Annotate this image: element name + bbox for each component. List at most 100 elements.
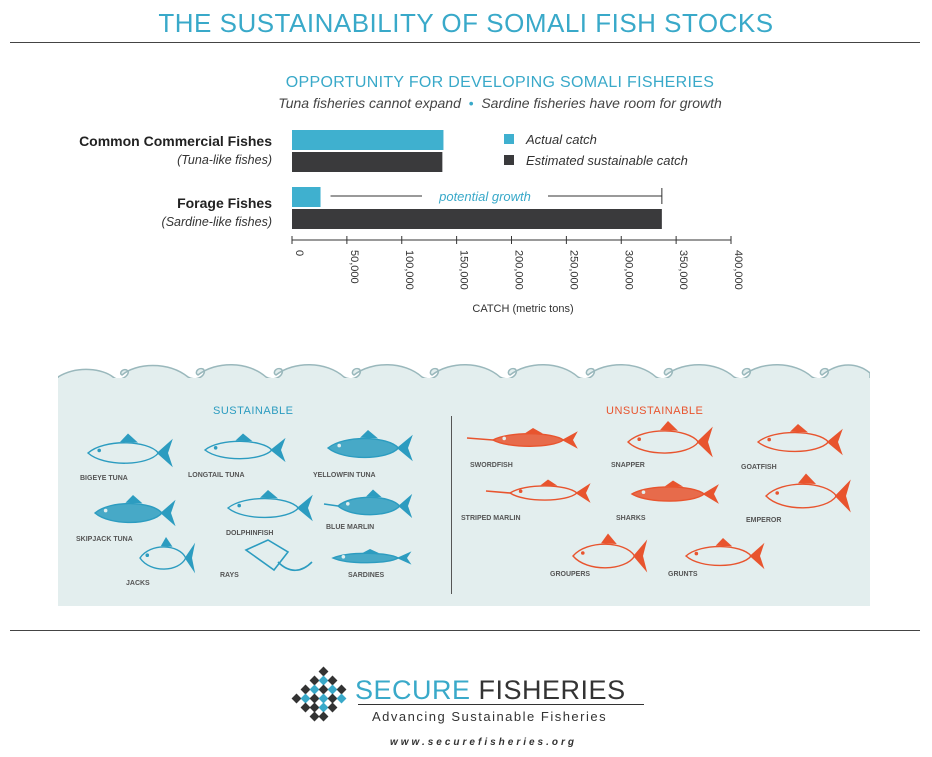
sustainable-heading: SUSTAINABLE <box>213 405 294 417</box>
emperor-icon <box>765 473 851 513</box>
fish-label-swordfish: SWORDFISH <box>470 462 513 469</box>
fish-label-jacks: JACKS <box>126 580 150 587</box>
snapper-icon <box>626 421 713 458</box>
logo-diamond-18 <box>327 702 338 713</box>
tagline-right: Sardine fisheries have room for growth <box>481 95 722 111</box>
bar-actual-0 <box>292 130 444 150</box>
x-tick-label-3: 150,000 <box>458 250 470 290</box>
sardines-icon <box>331 549 412 565</box>
fish-label-skipjack-tuna: SKIPJACK TUNA <box>76 536 133 543</box>
tagline-bullet-icon: • <box>464 95 478 111</box>
longtail-tuna-icon <box>203 433 286 463</box>
yellowfin-tuna-icon <box>326 430 413 462</box>
x-tick-label-8: 400,000 <box>732 250 744 290</box>
fish-label-groupers: GROUPERS <box>550 571 591 578</box>
goatfish-icon <box>756 424 843 456</box>
striped-marlin-icon <box>485 479 591 503</box>
catch-chart: 0 50,000 100,000 150,000 200,000 250,000 300,0… <box>291 130 744 315</box>
logo-diamond-6 <box>318 684 329 695</box>
x-tick-label-2: 100,000 <box>403 250 415 290</box>
rays-icon <box>244 539 313 572</box>
legend: Actual catch Estimated sustainable catch <box>504 132 688 168</box>
x-axis-label: CATCH (metric tons) <box>472 303 573 315</box>
logo-diamond-14 <box>336 693 347 704</box>
logo-diamond-10 <box>300 693 311 704</box>
jacks-icon <box>139 537 196 574</box>
x-tick-label-5: 250,000 <box>567 250 579 290</box>
bars-group <box>292 130 662 229</box>
website-url[interactable]: www.securefisheries.org <box>390 737 578 748</box>
legend-swatch-1 <box>504 155 514 165</box>
growth-annotation-text: potential growth <box>438 189 531 204</box>
logo-diamond-7 <box>327 684 338 695</box>
category-label-1: Forage Fishes <box>177 195 272 211</box>
x-axis: 0 50,000 100,000 150,000 200,000 250,000 300,0… <box>291 236 744 290</box>
fish-illustrations <box>86 421 851 574</box>
logo-diamond-15 <box>300 702 311 713</box>
fish-label-rays: RAYS <box>220 572 239 579</box>
chart-tagline: Tuna fisheries cannot expand • Sardine f… <box>180 95 820 111</box>
fish-label-bigeye-tuna: BIGEYE TUNA <box>80 475 128 482</box>
brand-name: SECURE FISHERIES <box>355 675 626 706</box>
logo-diamond-2 <box>318 675 329 686</box>
legend-label-1: Estimated sustainable catch <box>526 153 688 168</box>
x-tick-label-0: 0 <box>293 250 305 256</box>
logo-diamond-13 <box>327 693 338 704</box>
swordfish-icon <box>466 428 578 449</box>
brand-dark: FISHERIES <box>478 675 626 705</box>
bigeye-tuna-icon <box>86 433 173 468</box>
logo-diamond-20 <box>318 711 329 722</box>
category-sublabel-0: (Tuna-like fishes) <box>177 153 272 167</box>
x-tick-label-7: 350,000 <box>677 250 689 290</box>
legend-label-0: Actual catch <box>525 132 597 147</box>
potential-growth-annotation: potential growth <box>330 188 663 204</box>
bar-sustainable-0 <box>292 152 443 172</box>
tagline-left: Tuna fisheries cannot expand <box>278 95 461 111</box>
logo-diamond-9 <box>291 693 302 704</box>
logo-diamond-4 <box>300 684 311 695</box>
brand-light: SECURE <box>355 675 471 705</box>
skipjack-tuna-icon <box>93 495 176 527</box>
logo-diamond-11 <box>309 693 320 704</box>
bar-actual-1 <box>292 187 321 207</box>
brand-underline <box>358 704 644 705</box>
x-tick-label-6: 300,000 <box>622 250 634 290</box>
unsustainable-heading: UNSUSTAINABLE <box>606 405 704 417</box>
groupers-icon <box>572 533 648 573</box>
x-tick-label-4: 200,000 <box>513 250 525 290</box>
fish-label-striped-marlin: STRIPED MARLIN <box>461 515 521 522</box>
fish-label-sharks: SHARKS <box>616 515 646 522</box>
dolphinfish-icon <box>226 490 313 522</box>
logo-diamond-3 <box>327 675 338 686</box>
x-tick-label-1: 50,000 <box>348 250 360 284</box>
legend-swatch-0 <box>504 134 514 144</box>
logo-diamond-19 <box>309 711 320 722</box>
page-title: THE SUSTAINABILITY OF SOMALI FISH STOCKS <box>158 8 774 38</box>
logo-diamond-12 <box>318 693 329 704</box>
logo-diamond-8 <box>336 684 347 695</box>
logo-diamond-5 <box>309 684 320 695</box>
logo-diamond-1 <box>309 675 320 686</box>
footer-divider <box>10 630 920 631</box>
panel-divider <box>451 416 452 594</box>
fish-label-dolphinfish: DOLPHINFISH <box>226 530 274 537</box>
chart-subtitle: OPPORTUNITY FOR DEVELOPING SOMALI FISHER… <box>285 74 715 91</box>
fish-label-grunts: GRUNTS <box>668 571 698 578</box>
sharks-icon <box>630 480 719 504</box>
fish-label-blue-marlin: BLUE MARLIN <box>326 524 375 531</box>
logo-diamond-17 <box>318 702 329 713</box>
fish-label-goatfish: GOATFISH <box>741 464 777 471</box>
grunts-icon <box>684 538 765 570</box>
header-divider <box>10 42 920 43</box>
logo-diamond-16 <box>309 702 320 713</box>
fish-label-yellowfin-tuna: YELLOWFIN TUNA <box>313 472 376 479</box>
fish-label-emperor: EMPEROR <box>746 517 782 524</box>
brand-tagline: Advancing Sustainable Fisheries <box>372 709 608 724</box>
blue-marlin-icon <box>323 489 413 519</box>
fish-label-sardines: SARDINES <box>348 572 385 579</box>
category-label-0: Common Commercial Fishes <box>79 133 272 149</box>
fish-panel: SUSTAINABLE UNSUSTAINABLE BIGEYE TUNA LO… <box>58 378 870 606</box>
category-sublabel-1: (Sardine-like fishes) <box>161 215 272 229</box>
fish-label-snapper: SNAPPER <box>611 462 645 469</box>
bar-sustainable-1 <box>292 209 662 229</box>
